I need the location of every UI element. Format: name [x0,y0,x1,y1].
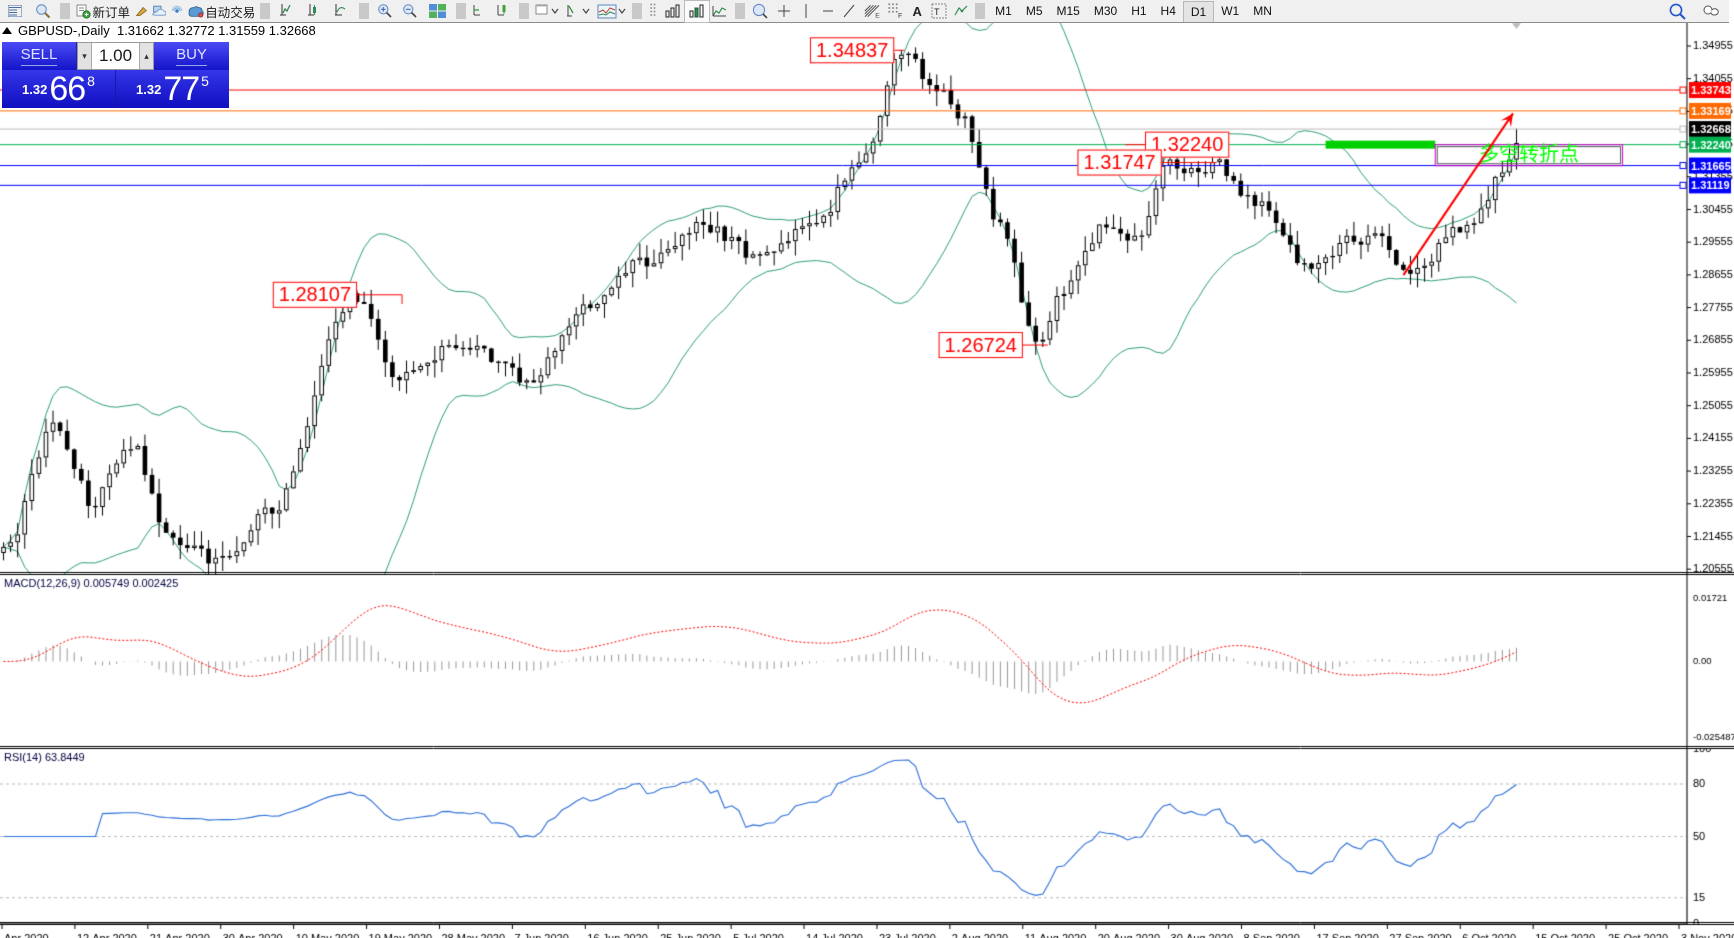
svg-text:F: F [898,13,902,19]
svg-text:T: T [934,7,940,17]
svg-text:E: E [876,13,881,19]
